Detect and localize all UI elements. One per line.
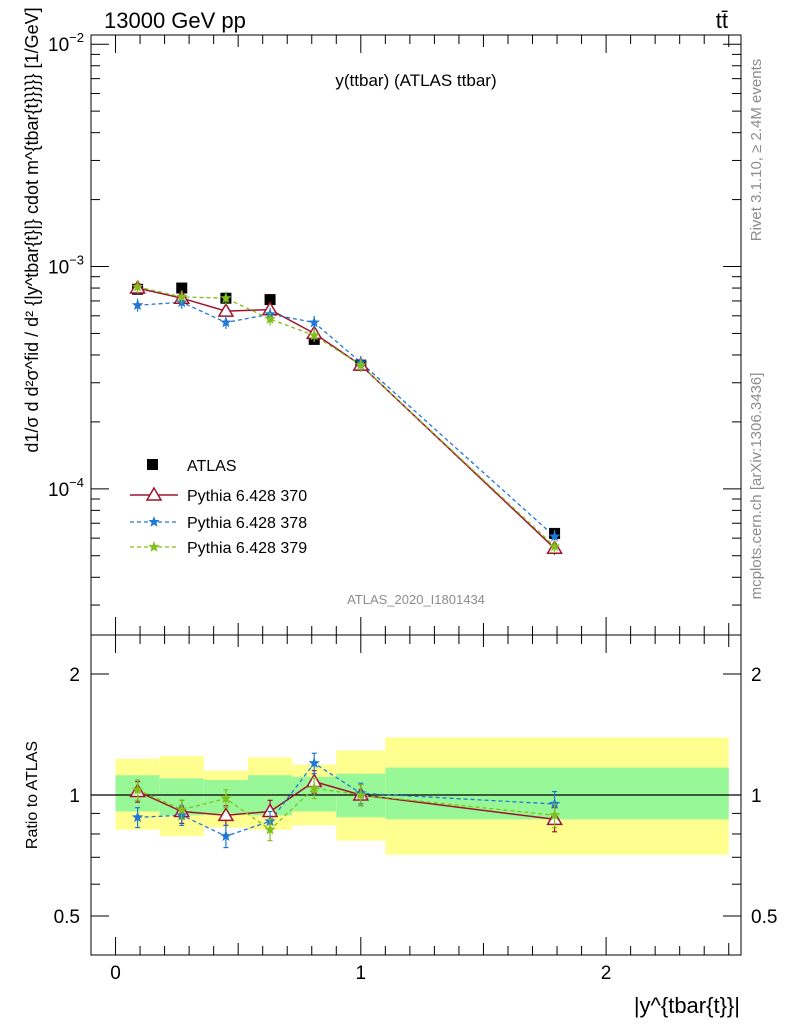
- main-axis-ticks: 10−4 10−3 10−2: [48, 30, 741, 635]
- main-y-tick-label: 10−4: [48, 475, 84, 501]
- ratio-point-p379: [176, 803, 188, 815]
- ratio-point-p379: [355, 789, 367, 800]
- ratio-y-axis-label: Ratio to ATLAS: [24, 741, 41, 849]
- legend-label-379: Pythia 6.428 379: [187, 540, 307, 557]
- plot-title: y(ttbar) (ATLAS ttbar): [335, 71, 496, 90]
- analysis-label: ATLAS_2020_I1801434: [347, 592, 485, 607]
- ratio-point-p379: [264, 823, 276, 835]
- ratio-uncertainty-bands: [91, 737, 741, 855]
- main-point-p378: [220, 316, 232, 328]
- ratio-y-tick-label-right: 0.5: [751, 907, 777, 928]
- main-point-p379: [176, 290, 188, 302]
- ratio-point-p370: [217, 806, 235, 822]
- main-y-tick-exp: −4: [69, 475, 84, 490]
- energy-label: 13000 GeV pp: [104, 8, 246, 33]
- main-point-p379: [355, 359, 367, 370]
- main-point-p379: [131, 280, 144, 292]
- ratio-point-p379: [548, 809, 561, 821]
- main-point-p378: [308, 316, 320, 328]
- main-point-p379: [308, 329, 320, 341]
- main-point-p379: [264, 313, 276, 324]
- main-point-data: [176, 282, 188, 294]
- ratio-point-p378: [131, 811, 144, 823]
- ratio-point-p378: [308, 757, 320, 769]
- ratio-panel: 0.5 0.5 1 1 2 2 0 1 2 Ratio to ATLAS |y^{tbar{t}…: [24, 634, 777, 1018]
- ratio-y-tick-label: 1: [69, 786, 80, 807]
- main-point-p379: [548, 540, 561, 552]
- main-line-p370: [137, 287, 556, 549]
- legend-star-379-shape: [148, 541, 160, 552]
- legend-marker-atlas: [147, 459, 158, 470]
- main-line-p379: [137, 286, 556, 547]
- legend-label-atlas: ATLAS: [187, 458, 237, 475]
- main-y-tick-label: 10−3: [48, 253, 84, 279]
- main-point-data: [264, 294, 276, 306]
- legend-marker-378: [148, 516, 160, 527]
- main-series-lines: [137, 286, 556, 549]
- ratio-y-tick-label: 0.5: [54, 907, 80, 928]
- legend: ATLAS Pythia 6.428 370 Pythia 6.428 378 …: [130, 458, 307, 557]
- ratio-y-tick-label: 2: [69, 665, 80, 686]
- legend-marker-370: [145, 486, 163, 501]
- legend-label-370: Pythia 6.428 370: [187, 488, 307, 505]
- main-point-p378: [131, 299, 144, 311]
- ratio-band-inner: [385, 767, 729, 820]
- main-y-axis-label: d1/σ d d²σ^fid / d² {|y^tbar{t}|} cdot m…: [22, 7, 42, 452]
- main-y-tick-label: 10−2: [48, 30, 84, 56]
- x-axis-label: |y^{tbar{t}}|: [634, 993, 740, 1018]
- mcplots-label: mcplots.cern.ch [arXiv:1306.3436]: [748, 373, 765, 600]
- process-label: tt̄: [716, 8, 728, 33]
- main-y-tick-exp: −2: [69, 30, 84, 45]
- main-point-p379: [220, 292, 232, 304]
- ratio-markers: [129, 752, 563, 849]
- x-tick-label: 1: [356, 963, 367, 984]
- ratio-axis-ticks: 0.5 0.5 1 1 2 2 0 1 2: [54, 635, 777, 984]
- rivet-version-label: Rivet 3.1.10, ≥ 2.4M events: [748, 59, 765, 242]
- legend-marker-379: [148, 541, 160, 552]
- main-point-p378: [548, 530, 561, 542]
- legend-label-378: Pythia 6.428 378: [187, 515, 307, 532]
- ratio-y-tick-label-right: 1: [751, 786, 762, 807]
- ratio-point-p379: [308, 782, 320, 794]
- ratio-point-p379: [131, 783, 144, 795]
- x-tick-label: 0: [110, 963, 121, 984]
- ratio-point-p379: [220, 792, 232, 804]
- ratio-y-tick-label-right: 2: [751, 665, 762, 686]
- ratio-point-p378: [220, 830, 232, 842]
- main-y-tick-exp: −3: [69, 253, 84, 268]
- legend-star-378-shape: [148, 516, 160, 527]
- x-tick-label: 2: [601, 963, 612, 984]
- main-panel: 10−4 10−3 10−2 y(ttbar) (ATLAS ttbar) ATLA…: [22, 7, 742, 636]
- main-markers: [129, 279, 563, 555]
